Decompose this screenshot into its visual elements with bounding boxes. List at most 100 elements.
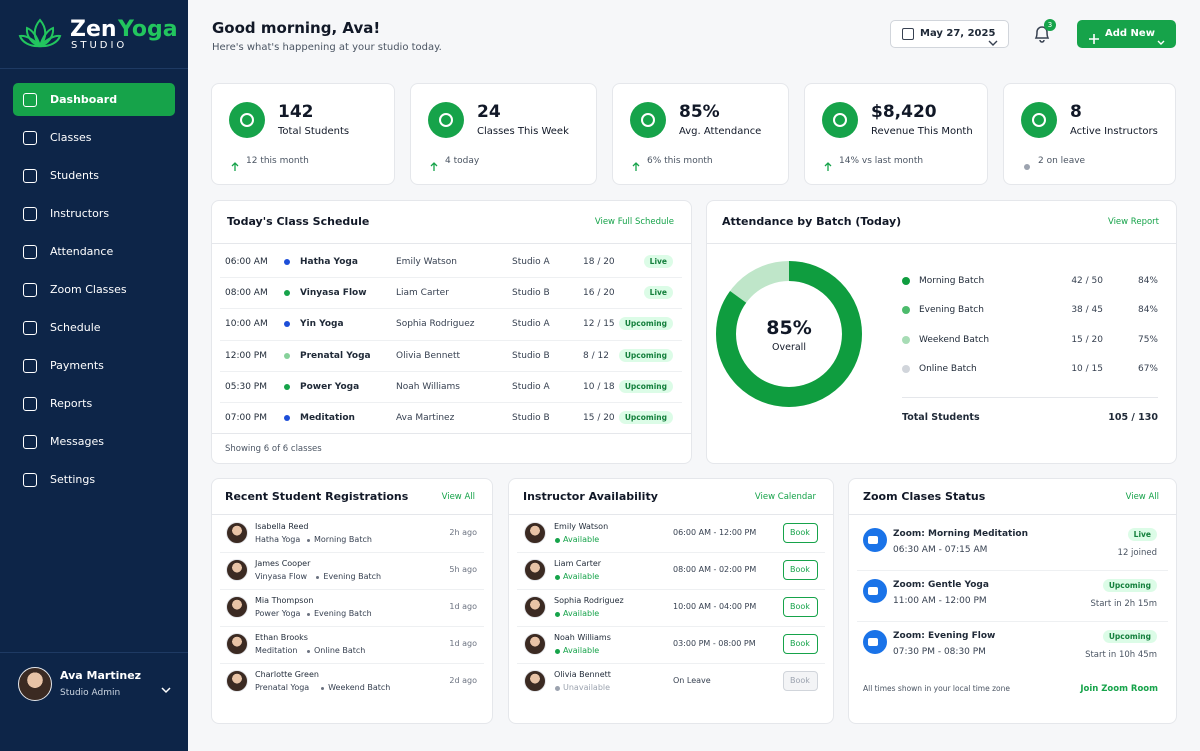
avatar [226, 522, 248, 544]
plus [1089, 29, 1099, 44]
date: May 27, 2025 [920, 28, 996, 39]
book-button [783, 671, 818, 691]
card-link[interactable]: View All [441, 492, 475, 502]
nav-item[interactable]: Schedule [50, 321, 101, 334]
separator-dot [306, 649, 310, 653]
row-divider [220, 339, 682, 341]
status-badge: Upcoming [1102, 579, 1157, 592]
book-label[interactable]: Book [790, 528, 810, 537]
student-name: Mia Thompson [255, 596, 314, 605]
batch-rate: 84% [1137, 276, 1158, 286]
chevron[interactable] [161, 679, 171, 694]
book-label[interactable]: Book [790, 602, 810, 611]
student-batch: Evening Batch [323, 572, 382, 581]
legend-dot [902, 364, 910, 373]
separator-dot [306, 538, 310, 542]
book-button[interactable] [783, 560, 818, 580]
room: Studio A [512, 319, 550, 330]
status-badge: Upcoming [618, 348, 673, 362]
book-label: Book [790, 676, 810, 685]
nav-item[interactable]: Settings [50, 473, 96, 486]
nav-active[interactable] [13, 83, 175, 116]
book-button[interactable] [783, 634, 818, 654]
divider [706, 243, 1177, 244]
nav-item[interactable]: Attendance [50, 245, 114, 258]
student-name: Isabella Reed [255, 522, 309, 531]
student-class: Vinyasa Flow [255, 572, 308, 581]
brand-name: Yoga [118, 17, 178, 42]
student-class: Power Yoga [255, 609, 301, 618]
card-link[interactable]: View All [1125, 492, 1159, 502]
stat-glyph [833, 113, 847, 127]
student-batch: Evening Batch [314, 609, 372, 618]
greeting: Good morning, Ava! [212, 19, 381, 37]
zoom-time: 06:30 AM - 07:15 AM [893, 545, 988, 555]
book-label[interactable]: Book [790, 565, 810, 574]
nav-item[interactable]: Payments [50, 359, 104, 372]
footer-note: Showing 6 of 6 classes [225, 444, 322, 454]
status-badge: Upcoming [618, 411, 673, 424]
student-name: James Cooper [255, 559, 311, 568]
hours: 08:00 AM - 02:00 PM [673, 565, 757, 574]
zoom-name: Zoom: Morning Meditation [893, 529, 1028, 539]
hours: On Leave [673, 676, 711, 685]
bell[interactable] [1033, 24, 1051, 44]
card-link[interactable]: View Report [1107, 217, 1159, 227]
nav-icon [23, 207, 37, 221]
date-picker[interactable] [890, 20, 1009, 48]
stat-note: 6% this month [647, 156, 713, 166]
overall-value: 85% [766, 317, 812, 339]
nav-item[interactable]: Reports [50, 397, 93, 410]
instructor: Emily Watson [396, 257, 457, 267]
class-dot [284, 383, 290, 390]
zoom-note: 12 joined [1117, 548, 1157, 558]
room: Studio B [512, 288, 550, 299]
total-value: 105 / 130 [1108, 412, 1158, 423]
book-button[interactable] [783, 597, 818, 617]
total-label: Total Students [902, 412, 980, 423]
trend-icon [824, 156, 832, 171]
row-divider [517, 626, 825, 627]
nav-item[interactable]: Dashboard [50, 93, 118, 106]
nav-item[interactable]: Classes [50, 131, 92, 144]
book-label[interactable]: Book [790, 639, 810, 648]
class-dot [284, 259, 290, 265]
camera-glyph [868, 587, 878, 595]
nav-item[interactable]: Instructors [50, 207, 110, 220]
logo-icon [18, 16, 62, 50]
class-time: 10:00 AM [225, 319, 268, 330]
notification-count: 3 [1047, 21, 1053, 29]
stat-label: Total Students [278, 126, 350, 137]
nav-item[interactable]: Messages [50, 435, 104, 448]
class-time: 07:00 PM [225, 413, 267, 423]
stat-glyph [439, 113, 453, 127]
batch-count: 42 / 50 [1071, 276, 1103, 286]
class-dot [284, 415, 290, 421]
donut [716, 261, 862, 407]
nav-item[interactable]: Students [50, 169, 100, 182]
nav-icon [23, 245, 37, 259]
student-batch: Morning Batch [314, 535, 372, 544]
book-button[interactable] [783, 523, 818, 543]
nav-icon [23, 397, 37, 411]
divider [902, 397, 1158, 398]
legend-dot [902, 306, 910, 315]
brand-name: Zen [70, 17, 117, 42]
card-title: Attendance by Batch (Today) [722, 215, 902, 228]
stat-card [804, 83, 988, 185]
instructor-status: Available [563, 609, 600, 618]
legend-dot [902, 335, 910, 344]
nav-item[interactable]: Zoom Classes [50, 283, 127, 296]
card-link[interactable]: View Calendar [754, 492, 816, 502]
stat-value: $8,420 [871, 102, 937, 122]
instructor-name: Emily Watson [554, 522, 609, 531]
sidebar [0, 0, 188, 751]
class-name: Prenatal Yoga [300, 350, 371, 361]
nav-icon [23, 131, 37, 145]
row-divider [220, 589, 484, 590]
room: Studio A [512, 381, 550, 392]
nav-icon [23, 473, 37, 487]
join-link[interactable]: Join Zoom Room [1080, 684, 1158, 694]
nav-icon [23, 359, 37, 373]
card-link[interactable]: View Full Schedule [594, 217, 674, 227]
